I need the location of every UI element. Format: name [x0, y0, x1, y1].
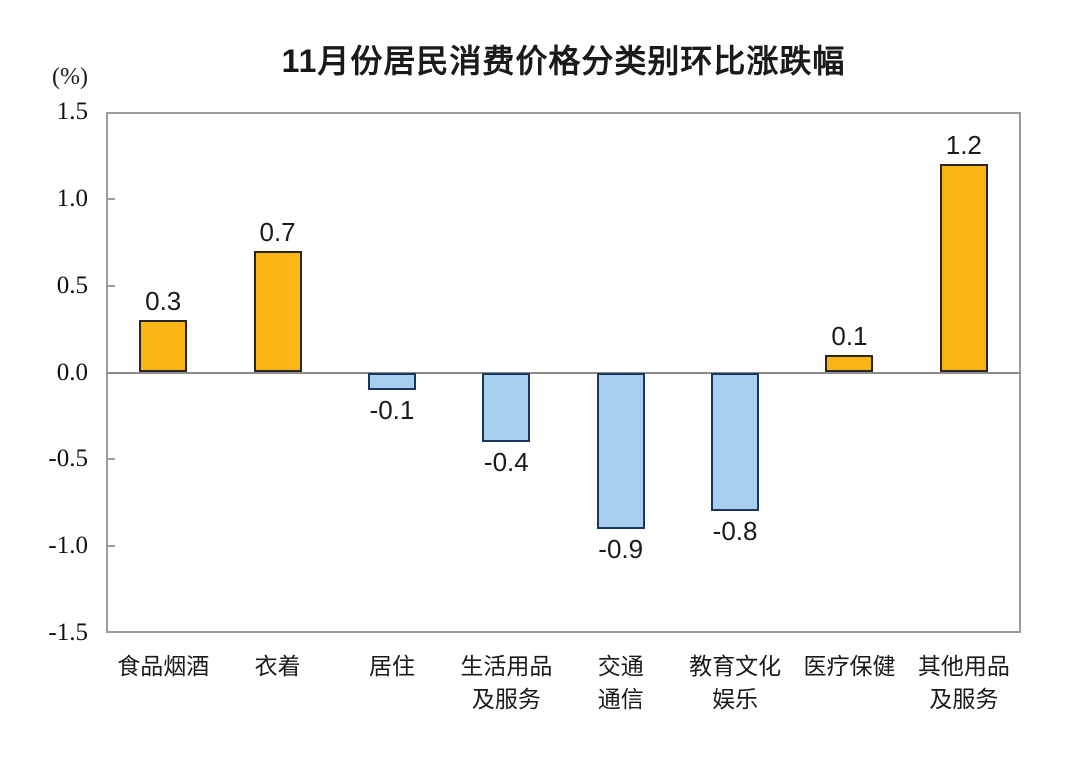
y-tick-label: -1.5	[48, 619, 88, 646]
x-category-label: 医疗保健	[803, 653, 896, 679]
x-category-label: 生活用品 及服务	[460, 653, 553, 712]
bar-value-label: -0.8	[712, 516, 758, 547]
x-category-label: 交通 通信	[597, 653, 644, 712]
bar-value-label: -0.4	[483, 446, 529, 477]
chart-title: 11月份居民消费价格分类别环比涨跌幅	[281, 43, 846, 79]
y-tick-label: -1.0	[48, 532, 88, 560]
bar	[482, 372, 531, 442]
x-category-label: 居住	[368, 653, 415, 679]
bar-value-label: 0.7	[259, 216, 296, 247]
bar	[139, 320, 188, 373]
bar-value-label: 0.1	[831, 321, 868, 352]
y-axis-tick	[106, 458, 115, 461]
x-category-label: 教育文化 娱乐	[689, 653, 782, 712]
bar-value-label: 1.2	[945, 130, 982, 161]
y-tick-label: -0.5	[48, 445, 88, 473]
bar	[711, 372, 760, 512]
y-axis-tick	[106, 545, 115, 548]
zero-line	[106, 371, 1021, 374]
y-axis-tick	[106, 284, 115, 287]
bar	[253, 250, 302, 373]
bar	[939, 164, 988, 373]
y-axis-tick	[106, 197, 115, 200]
bar	[367, 372, 416, 390]
bar	[596, 372, 645, 529]
x-category-label: 食品烟酒	[117, 653, 210, 679]
y-tick-label: 1.0	[56, 184, 88, 212]
bar-value-label: 0.3	[145, 286, 182, 317]
y-tick-label: 0.0	[56, 358, 88, 386]
bar-value-label: -0.1	[369, 394, 415, 425]
x-category-label: 衣着	[254, 653, 301, 679]
y-axis-unit-label: (%)	[52, 64, 88, 90]
y-tick-label: 1.5	[56, 98, 88, 125]
y-tick-label: 0.5	[56, 271, 88, 299]
x-category-label: 其他用品 及服务	[917, 653, 1010, 712]
bar-value-label: -0.9	[598, 533, 644, 564]
bar	[825, 355, 874, 373]
